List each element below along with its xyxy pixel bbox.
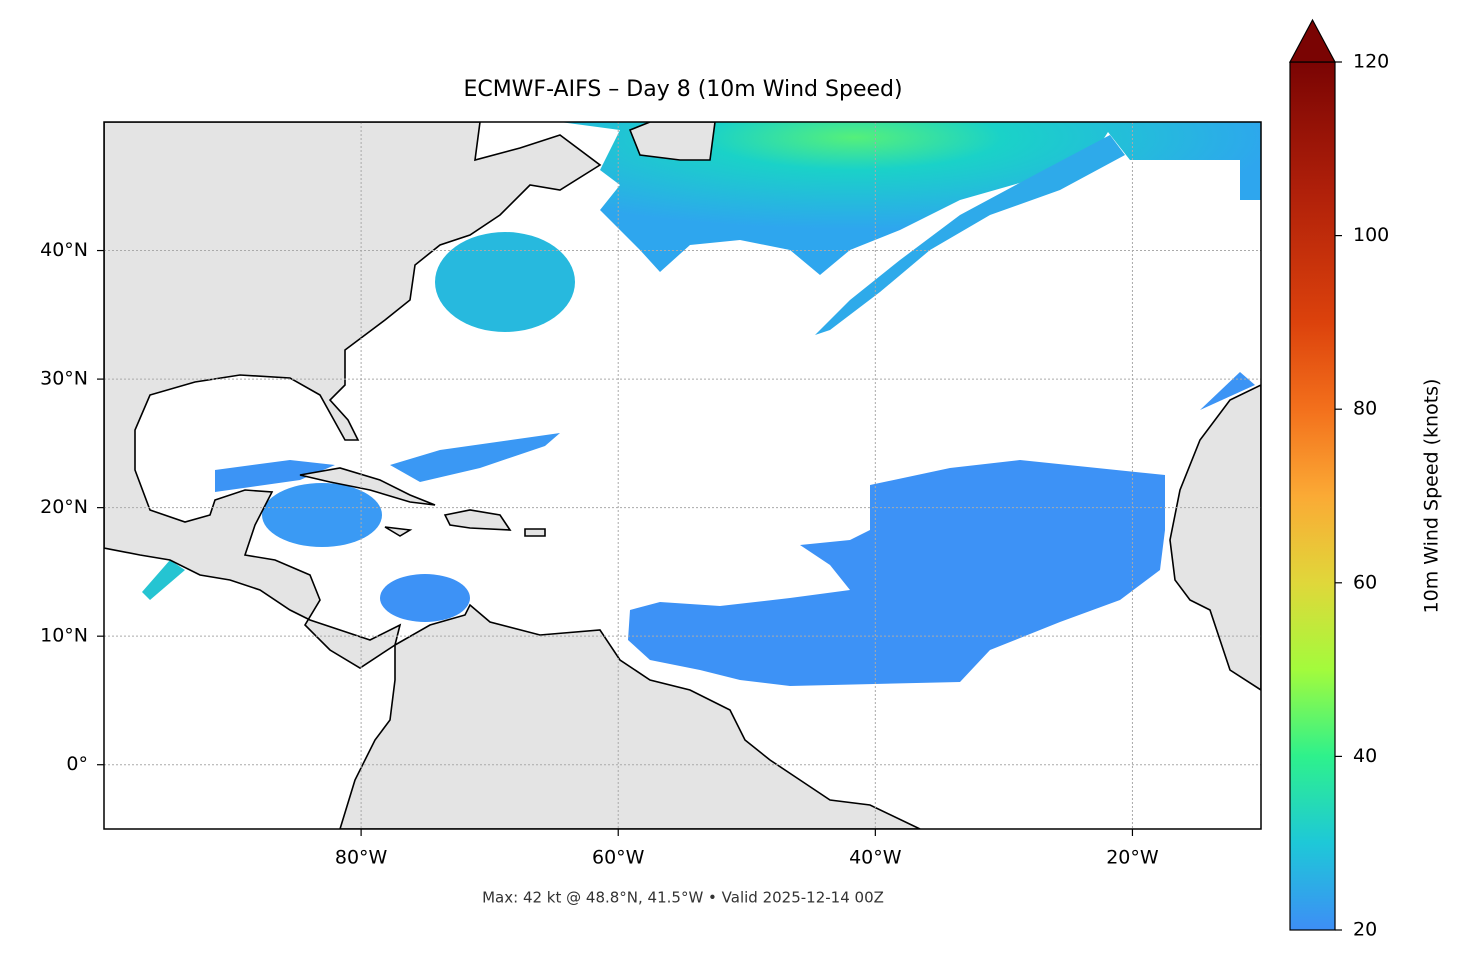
x-tick-label: 60°W: [592, 847, 645, 869]
land: [104, 122, 1261, 829]
colorbar-tick-label: 80: [1353, 398, 1377, 420]
wind-area: [1200, 372, 1255, 410]
colorbar: 10m Wind Speed (knots) 20 40 60 80 100 120: [1288, 18, 1443, 941]
newfoundland: [628, 122, 716, 161]
map-footer: Max: 42 kt @ 48.8°N, 41.5°W • Valid 2025…: [482, 889, 884, 907]
map-title: ECMWF-AIFS – Day 8 (10m Wind Speed): [463, 77, 902, 102]
africa: [1169, 384, 1261, 691]
y-tick-label: 20°N: [40, 496, 88, 518]
wind-area: [815, 135, 1125, 335]
wind-area: [390, 433, 560, 482]
map-area: [104, 122, 1261, 829]
x-tick-label: 20°W: [1106, 847, 1159, 869]
south-america: [339, 603, 921, 829]
north-america: [104, 122, 602, 669]
y-tick-label: 30°N: [40, 368, 88, 390]
y-tick-label: 0°: [66, 753, 88, 775]
x-tick-label: 80°W: [335, 847, 388, 869]
x-tick-label: 40°W: [849, 847, 902, 869]
hispaniola: [443, 509, 512, 531]
graticule: [104, 122, 1261, 829]
wind-area: [628, 460, 1165, 686]
wind-area: [435, 232, 575, 332]
colorbar-tick-label: 40: [1353, 745, 1377, 767]
colorbar-tick-label: 60: [1353, 571, 1377, 593]
colorbar-tick-label: 20: [1353, 919, 1377, 941]
y-tick-label: 40°N: [40, 239, 88, 261]
map-frame: [103, 121, 1262, 830]
y-tick-label: 10°N: [40, 625, 88, 647]
colorbar-tick-label: 120: [1353, 51, 1389, 73]
puerto-rico: [524, 528, 546, 537]
colorbar-tick-label: 100: [1353, 224, 1389, 246]
wind-area: [380, 574, 470, 622]
wind-area: [215, 460, 335, 492]
wind-area: [262, 483, 382, 547]
colorbar-label: 10m Wind Speed (knots): [1421, 379, 1443, 614]
cuba: [299, 467, 436, 506]
jamaica: [384, 526, 413, 537]
wind-area: [142, 560, 185, 600]
colorbar-extend: [1288, 18, 1337, 63]
colorbar-scale: [1289, 61, 1336, 931]
wind-field: [142, 122, 1261, 686]
